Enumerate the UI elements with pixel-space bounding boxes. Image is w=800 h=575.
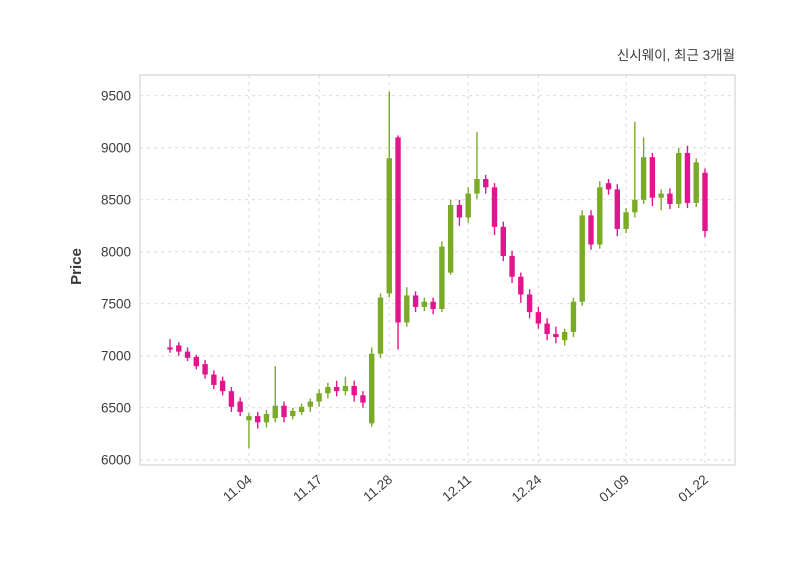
candle-body [509,255,515,277]
x-tick-label: 12.24 [509,472,545,506]
candle-body [693,162,699,203]
candle-body [202,364,208,375]
y-tick-label: 8000 [101,244,131,259]
candle-body [307,401,314,407]
candle-body [430,301,436,309]
candle-body [184,351,191,358]
candle-body [474,179,480,194]
candle-body [632,199,638,213]
candle-body [535,312,542,324]
plot-border [139,74,736,466]
candle-body [272,405,278,419]
x-tick-label: 11.28 [360,472,395,505]
candle-body [483,179,489,188]
candle-body [255,416,261,423]
y-tick-label: 7000 [101,348,131,363]
candle-body [491,187,498,227]
x-tick-label: 11.17 [290,472,325,505]
candle-body [544,323,550,334]
candle-body [447,205,454,273]
candle-body [193,356,200,367]
candle-body [684,153,691,203]
candle-body [597,187,603,245]
candle-body [176,345,182,352]
candle-body [237,401,243,412]
y-tick-label: 9000 [101,140,131,155]
y-tick-label: 6000 [101,452,131,467]
candle-body [588,215,594,245]
candle-body [500,226,506,256]
candle-body [518,276,524,295]
candle-body [386,158,392,294]
candle-body [526,294,533,313]
y-tick-label: 7500 [101,296,131,311]
candle-body [211,374,217,385]
candle-body [553,333,559,338]
candle-body [675,153,682,204]
candle-body [290,410,296,417]
candle-body [614,189,620,229]
candle-body [570,301,577,332]
candle-body [640,157,647,200]
candle-body [395,137,401,323]
candle-body [298,406,305,412]
candle-body [316,393,322,402]
candle-body [228,391,235,407]
y-tick-label: 8500 [101,192,131,207]
candle-body [649,157,656,198]
x-tick-label: 12.11 [439,472,474,505]
x-tick-label: 01.09 [596,472,632,505]
candle-body [325,387,331,394]
candle-body [342,385,349,392]
chart-title: 신시웨이, 최근 3개월 [616,48,735,63]
candle-body [377,297,384,354]
candle-body [702,172,708,231]
candle-body [219,380,226,392]
candle-body [561,331,568,341]
candle-body [658,193,664,198]
candle-body [412,295,419,307]
candle-body [351,385,357,396]
y-tick-label: 6500 [101,400,131,415]
candle-body [439,246,445,309]
candle-body [360,395,366,403]
candle-body [421,301,428,307]
y-axis-label: Price [67,248,85,285]
candle-body [246,416,252,421]
candle-body [281,405,287,418]
candle-body [167,347,173,350]
y-tick-label: 9500 [101,88,131,103]
candle-body [605,183,612,190]
candle-body [623,212,629,229]
candle-body [456,205,463,218]
candle-body [579,215,585,302]
x-tick-label: 01.22 [675,472,711,505]
candle-body [667,193,673,204]
candle-body [263,414,270,423]
candle-body [333,387,340,392]
candle-body [369,353,375,424]
candle-body [465,193,471,218]
candle-body [404,295,410,323]
x-tick-label: 11.04 [220,471,255,504]
